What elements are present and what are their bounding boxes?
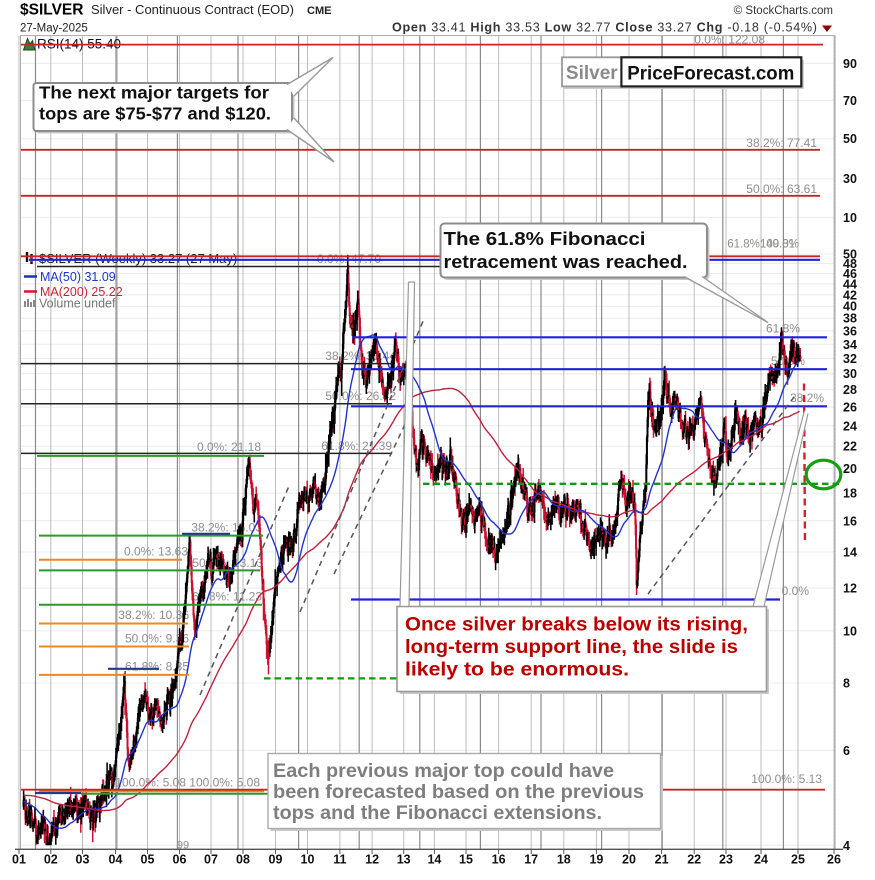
svg-text:The 61.8% Fibonacci: The 61.8% Fibonacci	[444, 228, 646, 249]
svg-text:32: 32	[843, 352, 857, 366]
svg-text:100.0%: 5.08: 100.0%: 5.08	[189, 776, 260, 790]
svg-text:50: 50	[843, 248, 857, 262]
svg-text:38: 38	[843, 312, 857, 326]
svg-text:© StockCharts.com: © StockCharts.com	[734, 5, 833, 17]
svg-text:14: 14	[427, 853, 441, 867]
svg-text:30: 30	[843, 367, 857, 381]
svg-text:10: 10	[843, 624, 857, 638]
svg-text:07: 07	[204, 853, 218, 867]
svg-text:10: 10	[301, 853, 315, 867]
svg-text:10: 10	[843, 211, 857, 225]
svg-text:50: 50	[843, 132, 857, 146]
svg-text:0.0%: 21.18: 0.0%: 21.18	[197, 440, 261, 454]
svg-text:40: 40	[843, 300, 857, 314]
svg-text:0.0%: 0.0%	[782, 584, 810, 598]
svg-text:Volume undef: Volume undef	[39, 297, 116, 311]
svg-text:28: 28	[843, 383, 857, 397]
svg-text:24: 24	[843, 419, 857, 433]
svg-text:19: 19	[589, 853, 603, 867]
svg-text:38.2%: 10.36: 38.2%: 10.36	[118, 608, 189, 622]
svg-text:tops are $75-$77 and $120.: tops are $75-$77 and $120.	[39, 104, 271, 124]
svg-text:46: 46	[843, 267, 857, 281]
svg-text:26: 26	[843, 401, 857, 415]
svg-text:8: 8	[843, 677, 850, 691]
svg-text:0.0%: 122.08: 0.0%: 122.08	[694, 33, 765, 47]
svg-text:27-May-2025: 27-May-2025	[20, 23, 88, 35]
svg-text:05: 05	[141, 853, 155, 867]
svg-text:16: 16	[843, 514, 857, 528]
svg-text:retracement was reached.: retracement was reached.	[444, 251, 688, 272]
svg-text:100.0%: 5.08: 100.0%: 5.08	[115, 776, 186, 790]
svg-text:100.0%: 5.13: 100.0%: 5.13	[751, 772, 822, 786]
svg-text:24: 24	[754, 853, 768, 867]
svg-text:70: 70	[843, 94, 857, 108]
svg-text:38.2%: 38.2%	[790, 391, 824, 405]
svg-text:likely to be enormous.: likely to be enormous.	[405, 660, 629, 681]
svg-text:61.8%: 61.8%	[766, 322, 800, 336]
svg-text:25: 25	[791, 853, 805, 867]
svg-text:20: 20	[622, 853, 636, 867]
svg-text:11: 11	[333, 853, 346, 867]
svg-text:14: 14	[843, 546, 857, 560]
svg-text:23: 23	[719, 853, 733, 867]
svg-text:been forecasted based on the p: been forecasted based on the previous	[273, 782, 644, 803]
svg-text:20: 20	[843, 462, 857, 476]
svg-text:03: 03	[76, 853, 90, 867]
svg-text:22: 22	[687, 853, 701, 867]
svg-text:Each previous major top could: Each previous major top could have	[273, 761, 614, 782]
svg-text:15: 15	[459, 853, 473, 867]
svg-text:18: 18	[843, 487, 857, 501]
svg-text:$SILVER: $SILVER	[20, 2, 83, 19]
svg-text:Silver - Continuous Contract (: Silver - Continuous Contract (EOD)	[91, 2, 294, 17]
svg-text:34: 34	[843, 338, 857, 352]
svg-text:PriceForecast.com: PriceForecast.com	[627, 64, 794, 85]
svg-text:61.8%: 8.35: 61.8%: 8.35	[125, 660, 189, 674]
svg-text:36: 36	[843, 324, 857, 338]
svg-text:26: 26	[827, 853, 841, 867]
svg-text:04: 04	[109, 853, 123, 867]
svg-text:44: 44	[843, 277, 857, 291]
svg-text:42: 42	[843, 288, 857, 302]
svg-text:38.2%: 77.41: 38.2%: 77.41	[746, 136, 817, 150]
svg-text:The next major targets for: The next major targets for	[39, 83, 269, 103]
svg-text:02: 02	[44, 853, 58, 867]
svg-text:17: 17	[524, 853, 538, 867]
svg-text:12: 12	[365, 853, 379, 867]
svg-text:09: 09	[269, 853, 283, 867]
svg-text:38.2%: 15.03: 38.2%: 15.03	[191, 521, 262, 535]
svg-text:08: 08	[236, 853, 250, 867]
svg-text:tops and the Fibonacci extensi: tops and the Fibonacci extensions.	[273, 803, 602, 824]
svg-text:Once silver breaks below its r: Once silver breaks below its rising,	[405, 615, 748, 636]
svg-text:100.0%: 100.0%	[760, 239, 799, 251]
svg-text:50.0%: 63.61: 50.0%: 63.61	[746, 182, 817, 196]
svg-text:6: 6	[843, 744, 850, 758]
svg-text:50.0%: 9.36: 50.0%: 9.36	[125, 632, 189, 646]
svg-text:50.0%: 26.42: 50.0%: 26.42	[325, 389, 396, 403]
svg-text:Open 33.41 High 33.53 Low 32.7: Open 33.41 High 33.53 Low 32.77 Close 33…	[392, 21, 817, 35]
svg-text:MA(50) 31.09: MA(50) 31.09	[40, 270, 116, 284]
svg-text:0.0%: 13.63: 0.0%: 13.63	[124, 545, 188, 559]
svg-text:48: 48	[843, 257, 857, 271]
svg-text:12: 12	[843, 582, 857, 596]
svg-text:21: 21	[655, 853, 669, 867]
svg-text:01: 01	[12, 853, 26, 867]
svg-text:CME: CME	[307, 5, 331, 17]
svg-text:4: 4	[843, 839, 850, 853]
svg-text:61.8%: 49.81: 61.8%: 49.81	[727, 239, 795, 251]
svg-text:Silver: Silver	[566, 63, 618, 84]
svg-text:61.8%: 21.39: 61.8%: 21.39	[321, 439, 392, 453]
svg-text:90: 90	[843, 57, 857, 71]
svg-text:22: 22	[843, 440, 857, 454]
svg-text:13: 13	[397, 853, 411, 867]
svg-text:06: 06	[173, 853, 187, 867]
svg-text:16: 16	[492, 853, 506, 867]
svg-text:long-term support line, the sl: long-term support line, the slide is	[405, 637, 738, 658]
svg-text:30: 30	[843, 172, 857, 186]
svg-text:18: 18	[557, 853, 571, 867]
svg-text:99: 99	[177, 840, 189, 852]
svg-text:MA(200) 25.22: MA(200) 25.22	[40, 285, 123, 299]
svg-text:$SILVER (Weekly) 33.27 (27 May: $SILVER (Weekly) 33.27 (27 May)	[39, 251, 237, 266]
